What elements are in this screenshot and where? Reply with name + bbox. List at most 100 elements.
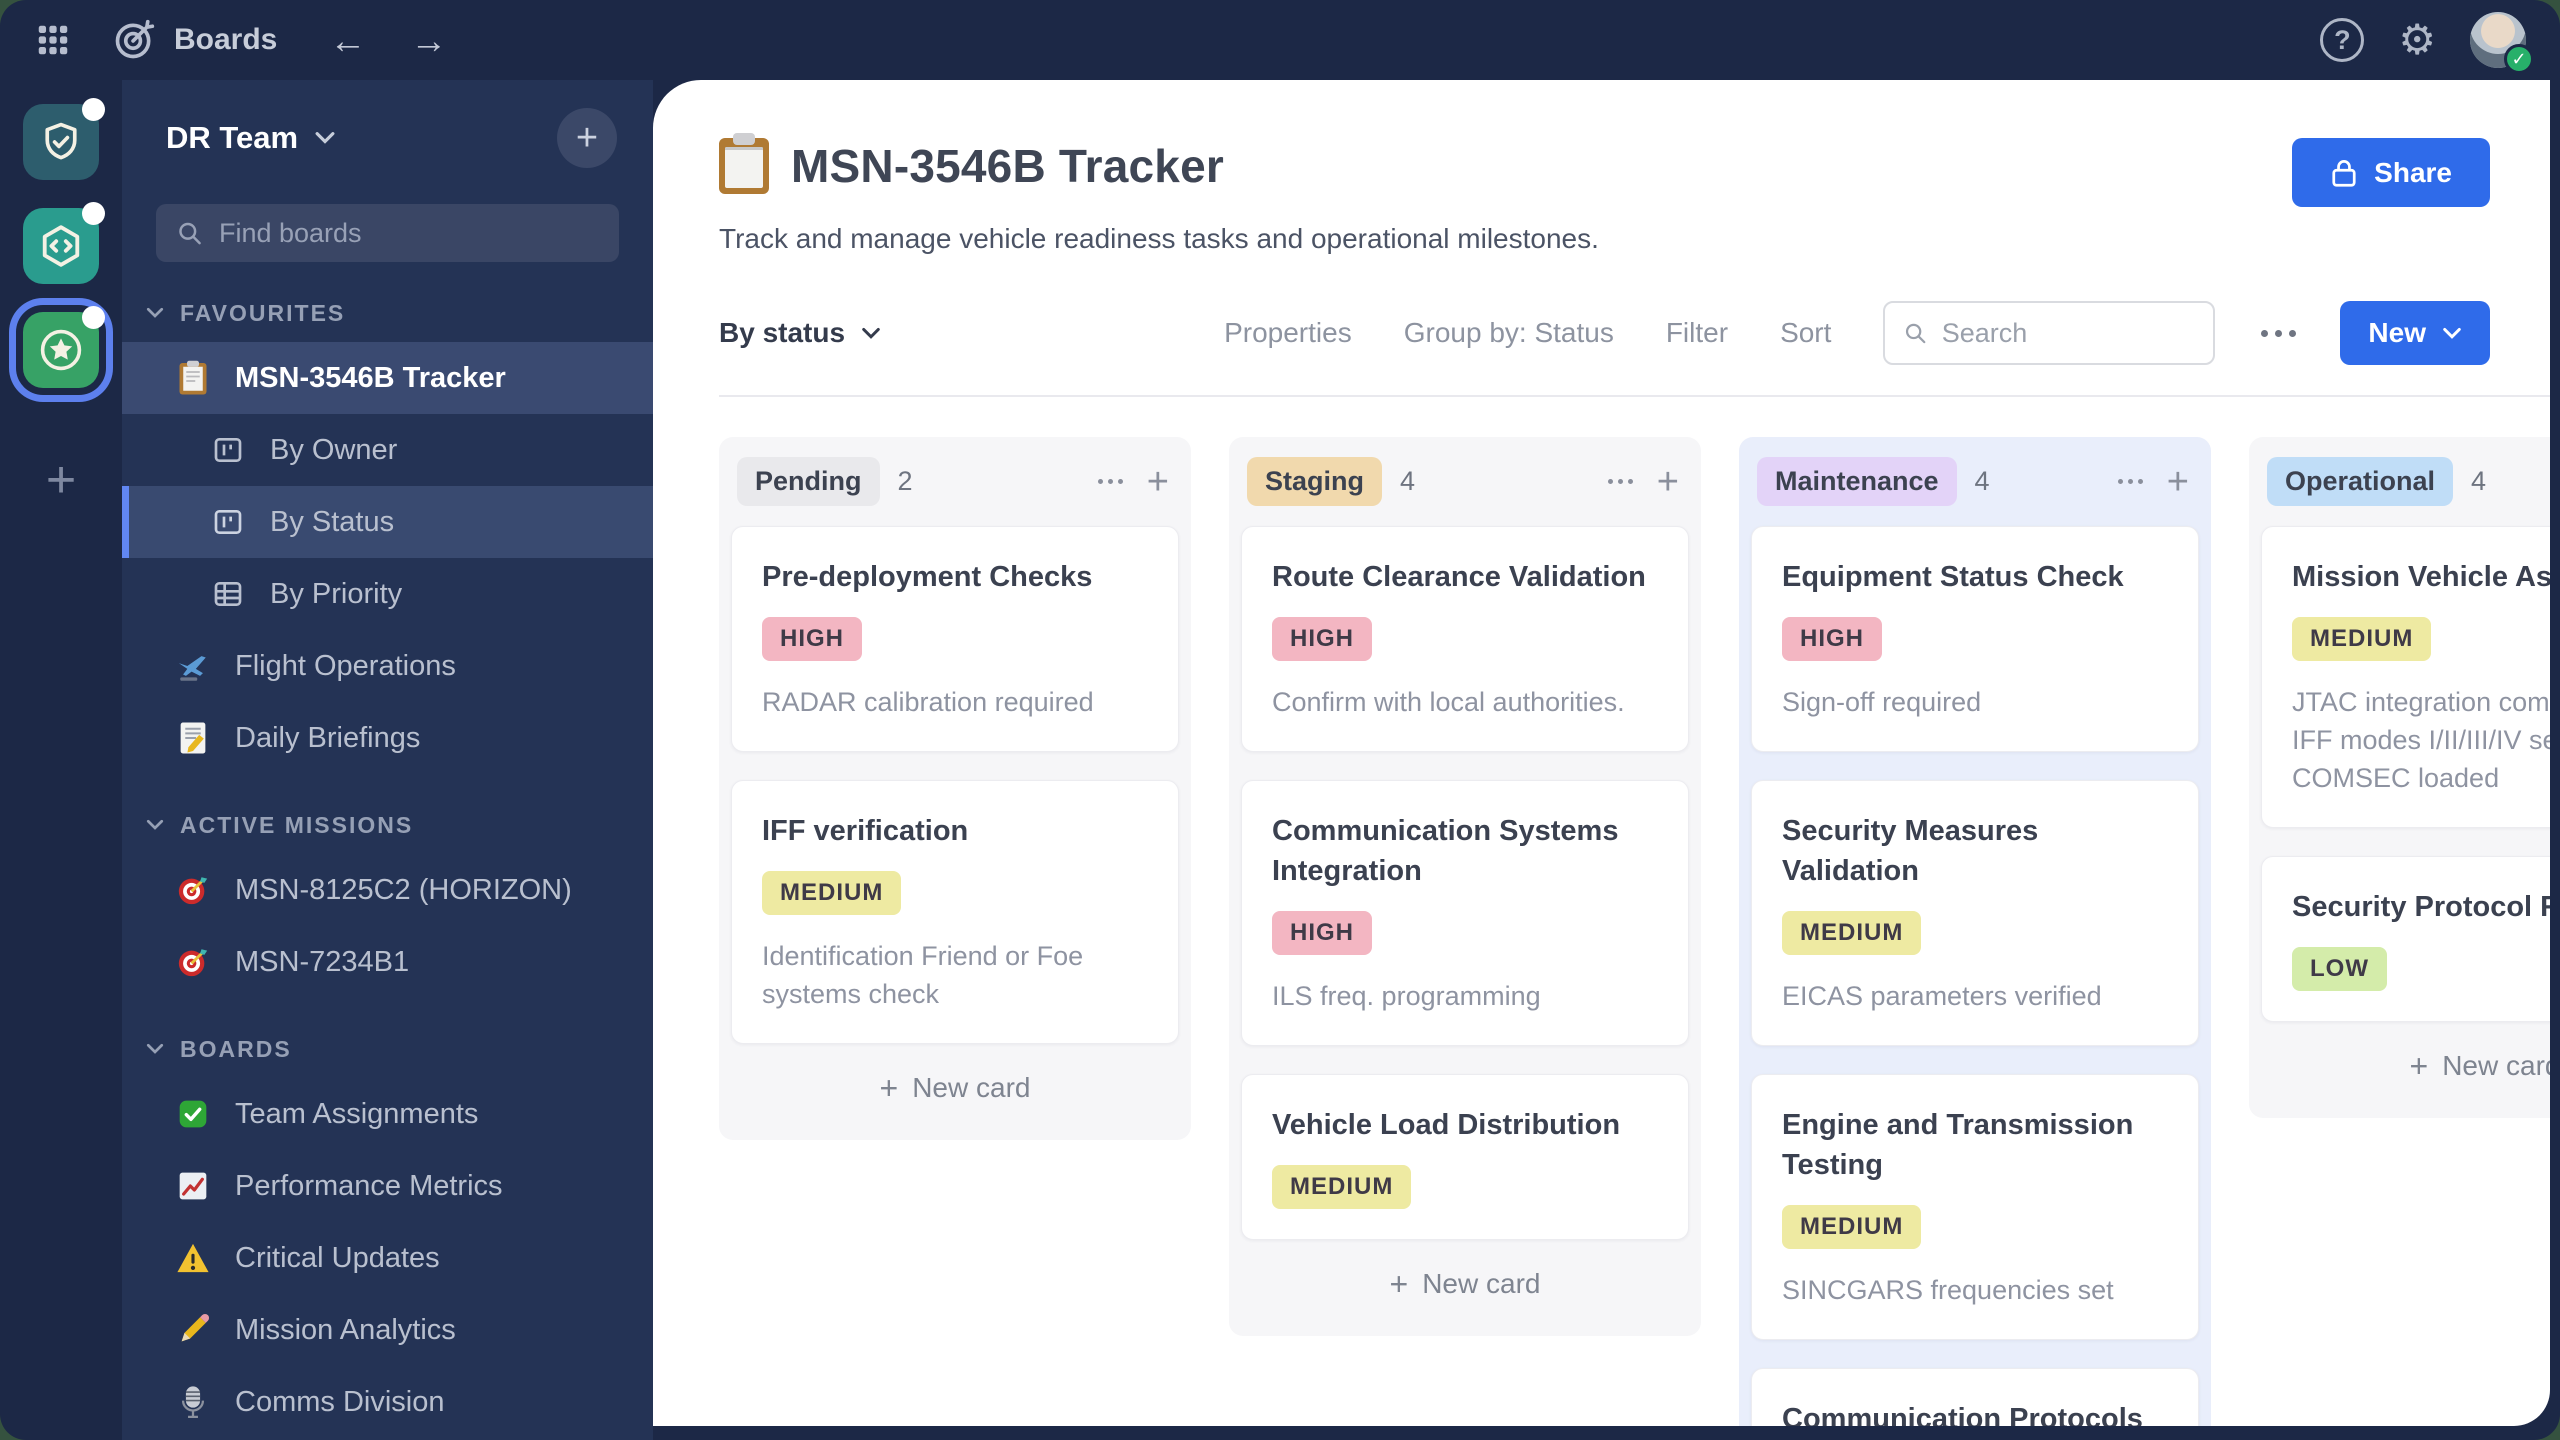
plus-icon: + [879, 1069, 899, 1106]
more-options-icon[interactable] [2261, 329, 2297, 337]
workspace-code-button[interactable] [23, 202, 105, 284]
filter-button[interactable]: Filter [1665, 317, 1729, 348]
priority-badge: HIGH [1272, 617, 1372, 661]
find-boards-search[interactable] [156, 204, 619, 262]
status-pill[interactable]: Pending [737, 457, 880, 506]
add-card-icon[interactable]: + [1146, 460, 1169, 503]
status-pill[interactable]: Staging [1247, 457, 1382, 506]
section-active-missions[interactable]: ACTIVE MISSIONS [122, 796, 653, 854]
status-pill[interactable]: Maintenance [1757, 457, 1957, 506]
workspace-rail: + [0, 80, 122, 1440]
table-view-icon [210, 576, 246, 612]
notification-dot [82, 98, 105, 121]
sidebar-item-performance-metrics[interactable]: Performance Metrics [122, 1150, 653, 1222]
board-search-input[interactable] [1941, 317, 2196, 349]
sidebar-item-by-status[interactable]: By Status [122, 486, 653, 558]
card[interactable]: IFF verification MEDIUM Identification F… [731, 780, 1179, 1044]
card-count: 4 [2471, 466, 2487, 496]
target-logo-icon [112, 18, 156, 62]
properties-button[interactable]: Properties [1224, 317, 1352, 348]
app-grid-icon[interactable] [34, 21, 72, 59]
card[interactable]: Security Protocol Rev LOW [2261, 856, 2550, 1022]
find-boards-input[interactable] [218, 217, 599, 249]
sidebar-item-comms-division[interactable]: Comms Division [122, 1366, 653, 1438]
column-menu-icon[interactable] [2117, 479, 2143, 484]
sort-button[interactable]: Sort [1780, 317, 1832, 348]
main-panel: MSN-3546B Tracker Share Track and manage… [653, 80, 2550, 1426]
sidebar-item-msn-7234b1[interactable]: MSN-7234B1 [122, 926, 653, 998]
workspace-star-button-selected[interactable] [23, 306, 105, 388]
column-header: Operational 4 + [2261, 449, 2550, 526]
card-count: 4 [1400, 466, 1416, 496]
online-check-icon: ✓ [2504, 44, 2534, 74]
sidebar-item-daily-briefings[interactable]: Daily Briefings [122, 702, 653, 774]
sidebar-item-mission-analytics[interactable]: Mission Analytics [122, 1294, 653, 1366]
sidebar: DR Team + FAVOURITES MSN-3546B Tracker B… [122, 80, 653, 1440]
forward-arrow-icon[interactable]: → [410, 19, 448, 61]
column-menu-icon[interactable] [1607, 479, 1633, 484]
chevron-down-icon [2443, 327, 2461, 339]
sidebar-item-flight-operations[interactable]: Flight Operations [122, 630, 653, 702]
group-by-button[interactable]: Group by: Status [1403, 317, 1614, 348]
kanban-board: Pending 2 + Pre-deployment Checks HIGH R… [653, 397, 2550, 1426]
chevron-down-icon [146, 1043, 164, 1054]
card[interactable]: Vehicle Load Distribution MEDIUM [1241, 1074, 1689, 1240]
add-workspace-button[interactable]: + [45, 451, 77, 509]
view-switcher[interactable]: By status [719, 317, 881, 349]
card[interactable]: Pre-deployment Checks HIGH RADAR calibra… [731, 526, 1179, 752]
page-subtitle: Track and manage vehicle readiness tasks… [719, 223, 1599, 254]
new-card-button[interactable]: + New card [1389, 1265, 1541, 1302]
add-card-icon[interactable]: + [2166, 460, 2189, 503]
airplane-icon [175, 648, 211, 684]
share-button[interactable]: Share [2292, 138, 2490, 207]
kanban-view-icon [210, 504, 246, 540]
new-card-button[interactable]: + New card [879, 1069, 1031, 1106]
column-pending: Pending 2 + Pre-deployment Checks HIGH R… [719, 437, 1191, 1140]
clipboard-icon [175, 360, 211, 396]
card[interactable]: Equipment Status Check HIGH Sign-off req… [1751, 526, 2199, 752]
page-header: MSN-3546B Tracker Share [653, 80, 2550, 207]
chevron-down-icon [862, 327, 880, 339]
add-card-icon[interactable]: + [1656, 460, 1679, 503]
column-header: Pending 2 + [731, 449, 1179, 526]
priority-badge: MEDIUM [1782, 911, 1922, 955]
sidebar-item-team-assignments[interactable]: Team Assignments [122, 1078, 653, 1150]
check-box-icon [175, 1096, 211, 1132]
microphone-icon [175, 1384, 211, 1420]
card[interactable]: Route Clearance Validation HIGH Confirm … [1241, 526, 1689, 752]
sidebar-item-tracker[interactable]: MSN-3546B Tracker [122, 342, 653, 414]
board-search[interactable] [1883, 301, 2216, 365]
section-favourites[interactable]: FAVOURITES [122, 284, 653, 342]
card[interactable]: Engine and Transmission Testing MEDIUM S… [1751, 1074, 2199, 1340]
new-card-button[interactable]: + New card [2409, 1047, 2550, 1084]
plus-icon: + [1389, 1265, 1409, 1302]
card[interactable]: Communication Systems Integration HIGH I… [1241, 780, 1689, 1046]
toolbar-links: Properties Group by: Status Filter Sort [1224, 317, 1831, 349]
sidebar-item-critical-updates[interactable]: Critical Updates [122, 1222, 653, 1294]
add-board-button[interactable]: + [557, 108, 617, 168]
workspace-shield-button[interactable] [23, 98, 105, 180]
card[interactable]: Communication Protocols LOW [1751, 1368, 2199, 1426]
column-header: Staging 4 + [1241, 449, 1689, 526]
card-count: 4 [1974, 466, 1990, 496]
memo-icon [175, 720, 211, 756]
chevron-down-icon [146, 819, 164, 830]
back-arrow-icon[interactable]: ← [329, 19, 367, 61]
sidebar-item-msn-8125c2[interactable]: MSN-8125C2 (HORIZON) [122, 854, 653, 926]
sidebar-header: DR Team + [122, 80, 653, 168]
sidebar-item-by-owner[interactable]: By Owner [122, 414, 653, 486]
priority-badge: MEDIUM [1782, 1205, 1922, 1249]
new-button[interactable]: New [2340, 301, 2490, 365]
avatar[interactable]: ✓ [2470, 12, 2534, 74]
card[interactable]: Security Measures Validation MEDIUM EICA… [1751, 780, 2199, 1046]
sidebar-item-by-priority[interactable]: By Priority [122, 558, 653, 630]
section-boards[interactable]: BOARDS [122, 1020, 653, 1078]
board-toolbar: By status Properties Group by: Status Fi… [719, 301, 2550, 397]
team-switcher[interactable]: DR Team [166, 120, 336, 156]
status-pill[interactable]: Operational [2267, 457, 2454, 506]
gear-icon[interactable]: ⚙ [2398, 16, 2436, 63]
card[interactable]: Mission Vehicle Assig MEDIUM JTAC integr… [2261, 526, 2550, 828]
help-icon[interactable]: ? [2320, 18, 2365, 62]
column-menu-icon[interactable] [1097, 479, 1123, 484]
